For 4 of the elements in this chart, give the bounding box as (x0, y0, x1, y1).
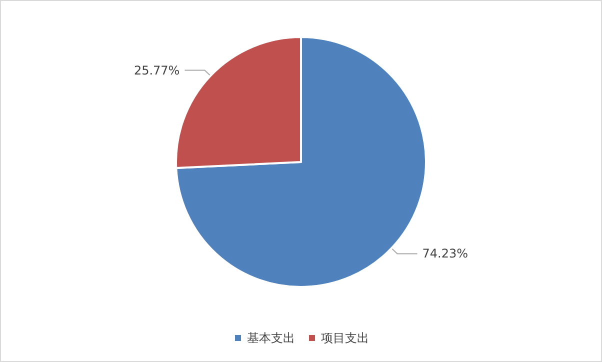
legend-label: 项目支出 (321, 331, 369, 345)
data-label: 25.77% (134, 63, 180, 78)
legend-label: 基本支出 (247, 331, 295, 345)
data-label: 74.23% (422, 246, 468, 261)
